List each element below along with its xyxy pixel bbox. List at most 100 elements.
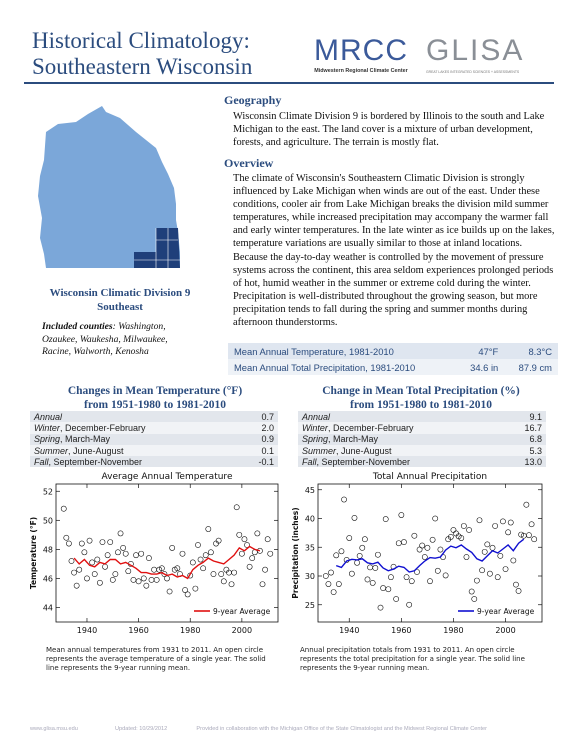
data-point: [153, 576, 160, 583]
change-value: 0.1: [237, 444, 278, 457]
data-point: [411, 532, 418, 539]
division-9-highlight: [134, 228, 180, 268]
data-point: [382, 516, 389, 522]
legend-box: [454, 604, 538, 617]
data-point: [492, 523, 499, 529]
data-point: [322, 573, 329, 579]
data-point: [424, 544, 431, 551]
running-mean-line: [73, 545, 261, 580]
data-point: [66, 540, 72, 547]
data-point: [164, 575, 170, 582]
y-tick-label: 25: [305, 601, 315, 610]
mean-precip-cm: 87.9 cm: [504, 359, 558, 375]
x-tick-label: 1960: [391, 626, 411, 635]
y-tick-label: 50: [43, 516, 53, 525]
data-point: [526, 532, 532, 539]
mean-precip-in: 34.6 in: [456, 359, 505, 375]
table-row: Mean Annual Total Precipitation, 1981-20…: [228, 359, 558, 375]
legend-label: 9-year Average: [477, 607, 535, 616]
data-point: [161, 571, 168, 577]
data-point: [104, 552, 111, 559]
data-point: [228, 581, 235, 588]
data-point: [133, 552, 139, 559]
temperature-chart-caption: Mean annual temperatures from 1931 to 20…: [46, 646, 266, 672]
data-point: [241, 536, 248, 543]
data-point: [205, 526, 212, 532]
precip-change-title-line-1: Change in Mean Total Precipitation (%): [322, 385, 520, 397]
data-point: [158, 565, 165, 572]
data-point: [523, 501, 530, 508]
title-line-1: Historical Climatology:: [32, 28, 250, 53]
data-point: [518, 531, 525, 538]
data-point: [484, 541, 491, 548]
table-row: Annual 0.7: [30, 411, 278, 423]
data-point: [86, 537, 93, 544]
data-point: [471, 596, 478, 602]
x-tick-label: 2000: [232, 626, 252, 635]
table-row: Spring, March-May 6.8: [298, 433, 546, 445]
data-point: [231, 569, 238, 576]
data-point: [403, 574, 410, 581]
y-tick-label: 52: [43, 487, 53, 496]
data-point: [192, 585, 199, 592]
change-value: 5.3: [502, 444, 546, 457]
data-point: [166, 588, 173, 595]
season-label: Annual: [302, 411, 331, 422]
temperature-chart: Average Annual Temperature 44 46 48 50 52 1940…: [29, 472, 279, 635]
data-point: [71, 569, 77, 576]
season-months: , September-November: [48, 456, 143, 467]
data-point: [122, 550, 129, 557]
data-point: [497, 552, 504, 559]
data-point: [218, 571, 225, 577]
data-point: [427, 578, 433, 585]
data-point: [236, 531, 243, 538]
data-point: [479, 567, 485, 574]
footer: www.glisa.msu.edu Updated: 10/29/2012 Pr…: [30, 726, 487, 732]
y-tick-label: 44: [43, 603, 53, 612]
precip-change-title: Change in Mean Total Precipitation (%) f…: [296, 384, 546, 412]
geography-text: Wisconsin Climate Division 9 is bordered…: [233, 111, 545, 149]
data-point: [419, 542, 426, 549]
data-point: [220, 578, 227, 585]
data-point: [437, 546, 444, 553]
data-point: [262, 566, 268, 573]
season-months: , March-May: [60, 434, 111, 445]
data-point: [356, 552, 363, 559]
mean-precip-label: Mean Annual Total Precipitation, 1981-20…: [228, 359, 457, 375]
x-tick-label: 1980: [180, 626, 200, 635]
season-label: Fall: [302, 456, 317, 467]
data-point: [195, 542, 201, 548]
data-point: [507, 519, 514, 526]
data-point: [94, 556, 101, 563]
data-point: [264, 536, 271, 543]
footer-url: www.glisa.msu.edu: [30, 726, 78, 732]
table-row: Winter, December-February 2.0: [30, 422, 278, 434]
data-point: [401, 539, 407, 545]
data-point: [200, 565, 207, 572]
legend-box: [190, 604, 274, 617]
glisa-logo-text: GLISA: [426, 34, 525, 67]
running-mean-line: [335, 538, 525, 573]
temp-change-title-line-1: Changes in Mean Temperature (°F): [67, 385, 243, 397]
data-point: [60, 505, 67, 512]
data-point: [179, 550, 186, 557]
y-axis-label: Precipitation (inches): [291, 507, 300, 598]
y-tick-label: 45: [305, 486, 315, 495]
data-point: [406, 601, 413, 608]
season-label: Winter: [302, 422, 328, 433]
data-point: [138, 550, 145, 557]
data-point: [169, 545, 176, 551]
data-point: [375, 551, 381, 558]
data-point: [109, 576, 116, 583]
change-value: 9.1: [502, 411, 546, 423]
wisconsin-map: [38, 106, 180, 268]
data-point: [468, 588, 475, 595]
data-point: [515, 588, 522, 594]
counties-line-2: Ozaukee, Waukesha, Milwaukee,: [42, 333, 168, 345]
season-label: Fall: [34, 456, 49, 467]
data-point: [432, 515, 439, 522]
data-point: [487, 570, 493, 577]
page-title: Historical Climatology: Southeastern Wis…: [32, 28, 292, 80]
y-tick-label: 35: [305, 543, 315, 552]
data-point: [182, 587, 188, 593]
